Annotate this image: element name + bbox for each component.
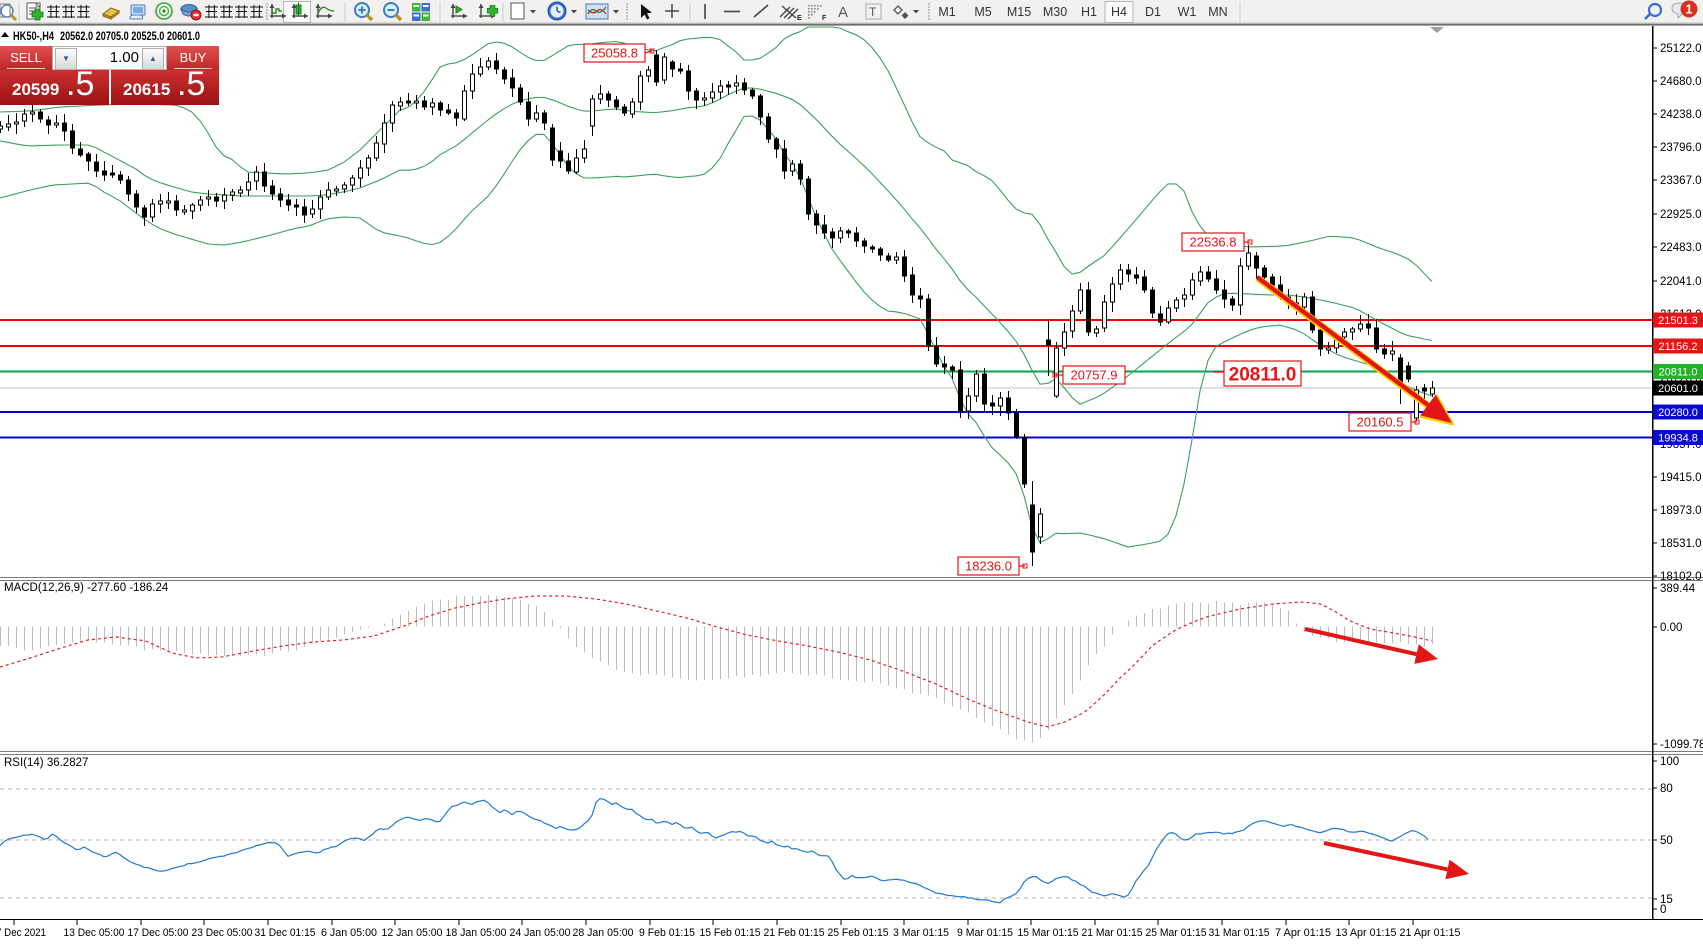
- svg-text:21 Mar 01:15: 21 Mar 01:15: [1082, 927, 1143, 939]
- svg-text:E: E: [797, 15, 802, 22]
- svg-text:H1: H1: [1081, 5, 1097, 19]
- svg-text:22041.0: 22041.0: [1660, 276, 1702, 288]
- svg-text:28 Jan 05:00: 28 Jan 05:00: [573, 927, 634, 939]
- svg-text:D1: D1: [1145, 5, 1161, 19]
- svg-text:H4: H4: [1111, 5, 1127, 19]
- svg-text:22536.8: 22536.8: [1190, 235, 1237, 250]
- svg-text:12 Jan 05:00: 12 Jan 05:00: [382, 927, 443, 939]
- svg-text:3 Mar 01:15: 3 Mar 01:15: [893, 927, 949, 939]
- svg-text:21501.3: 21501.3: [1658, 315, 1698, 327]
- svg-text:19415.0: 19415.0: [1660, 472, 1702, 484]
- svg-text:9 Mar 01:15: 9 Mar 01:15: [957, 927, 1013, 939]
- svg-text:13 Apr 01:15: 13 Apr 01:15: [1336, 927, 1397, 939]
- svg-text:W1: W1: [1178, 5, 1197, 19]
- svg-text:M30: M30: [1043, 5, 1067, 19]
- svg-text:21156.2: 21156.2: [1659, 341, 1698, 353]
- svg-text:0.00: 0.00: [1660, 622, 1682, 634]
- svg-text:HK50-,H4: HK50-,H4: [13, 31, 54, 43]
- svg-text:19934.8: 19934.8: [1658, 433, 1698, 445]
- svg-text:15 Feb 01:15: 15 Feb 01:15: [700, 927, 761, 939]
- svg-text:18102.0: 18102.0: [1660, 571, 1702, 583]
- svg-text:25 Feb 01:15: 25 Feb 01:15: [828, 927, 889, 939]
- svg-text:A: A: [838, 4, 848, 21]
- svg-text:20562.0 20705.0 20525.0 20601.: 20562.0 20705.0 20525.0 20601.0: [60, 31, 200, 43]
- svg-text:15 Mar 01:15: 15 Mar 01:15: [1018, 927, 1079, 939]
- svg-text:20811.0: 20811.0: [1229, 364, 1297, 385]
- svg-text:389.44: 389.44: [1660, 583, 1696, 595]
- svg-text:23367.0: 23367.0: [1660, 175, 1702, 187]
- svg-text:M5: M5: [974, 5, 991, 19]
- svg-text:6 Jan 05:00: 6 Jan 05:00: [321, 927, 377, 939]
- svg-text:F: F: [822, 15, 827, 22]
- svg-text:13 Dec 05:00: 13 Dec 05:00: [64, 927, 125, 939]
- svg-text:18 Jan 05:00: 18 Jan 05:00: [446, 927, 507, 939]
- svg-text:23 Dec 05:00: 23 Dec 05:00: [192, 927, 253, 939]
- svg-text:24238.0: 24238.0: [1660, 109, 1702, 121]
- svg-text:50: 50: [1660, 835, 1673, 847]
- svg-text:1: 1: [1686, 3, 1693, 17]
- svg-text:18973.0: 18973.0: [1660, 505, 1702, 517]
- svg-text:-1099.78: -1099.78: [1660, 739, 1703, 751]
- svg-text:9 Feb 01:15: 9 Feb 01:15: [639, 927, 695, 939]
- svg-text:24680.0: 24680.0: [1660, 76, 1702, 88]
- svg-text:22483.0: 22483.0: [1660, 242, 1702, 254]
- svg-text:31 Mar 01:15: 31 Mar 01:15: [1209, 927, 1270, 939]
- svg-text:18531.0: 18531.0: [1660, 538, 1702, 550]
- svg-text:20757.9: 20757.9: [1071, 368, 1118, 383]
- svg-text:M15: M15: [1007, 5, 1031, 19]
- svg-text:RSI(14) 36.2827: RSI(14) 36.2827: [4, 757, 88, 769]
- svg-text:31 Dec 01:15: 31 Dec 01:15: [255, 927, 316, 939]
- svg-text:MACD(12,26,9) -277.60 -186.24: MACD(12,26,9) -277.60 -186.24: [4, 582, 169, 594]
- svg-text:21 Feb 01:15: 21 Feb 01:15: [764, 927, 825, 939]
- svg-text:M1: M1: [938, 5, 955, 19]
- svg-text:23796.0: 23796.0: [1660, 142, 1702, 154]
- svg-text:80: 80: [1660, 783, 1673, 795]
- svg-text:0: 0: [1660, 904, 1666, 916]
- svg-text:15: 15: [1660, 894, 1673, 906]
- svg-text:25122.0: 25122.0: [1660, 43, 1702, 55]
- svg-text:20160.5: 20160.5: [1357, 415, 1404, 430]
- svg-text:7 Dec 2021: 7 Dec 2021: [0, 927, 46, 939]
- svg-text:20601.0: 20601.0: [1658, 383, 1698, 395]
- svg-text:21 Apr 01:15: 21 Apr 01:15: [1400, 927, 1461, 939]
- svg-text:T: T: [869, 5, 877, 19]
- svg-text:100: 100: [1660, 756, 1679, 768]
- svg-text:18236.0: 18236.0: [965, 559, 1012, 574]
- svg-text:20811.0: 20811.0: [1659, 367, 1698, 379]
- svg-text:25058.8: 25058.8: [591, 46, 638, 61]
- svg-text:7 Apr 01:15: 7 Apr 01:15: [1275, 927, 1331, 939]
- svg-text:24 Jan 05:00: 24 Jan 05:00: [510, 927, 571, 939]
- svg-text:25 Mar 01:15: 25 Mar 01:15: [1146, 927, 1207, 939]
- svg-text:MN: MN: [1208, 5, 1227, 19]
- svg-text:17 Dec 05:00: 17 Dec 05:00: [128, 927, 189, 939]
- svg-text:20280.0: 20280.0: [1658, 407, 1698, 419]
- svg-text:22925.0: 22925.0: [1660, 209, 1702, 221]
